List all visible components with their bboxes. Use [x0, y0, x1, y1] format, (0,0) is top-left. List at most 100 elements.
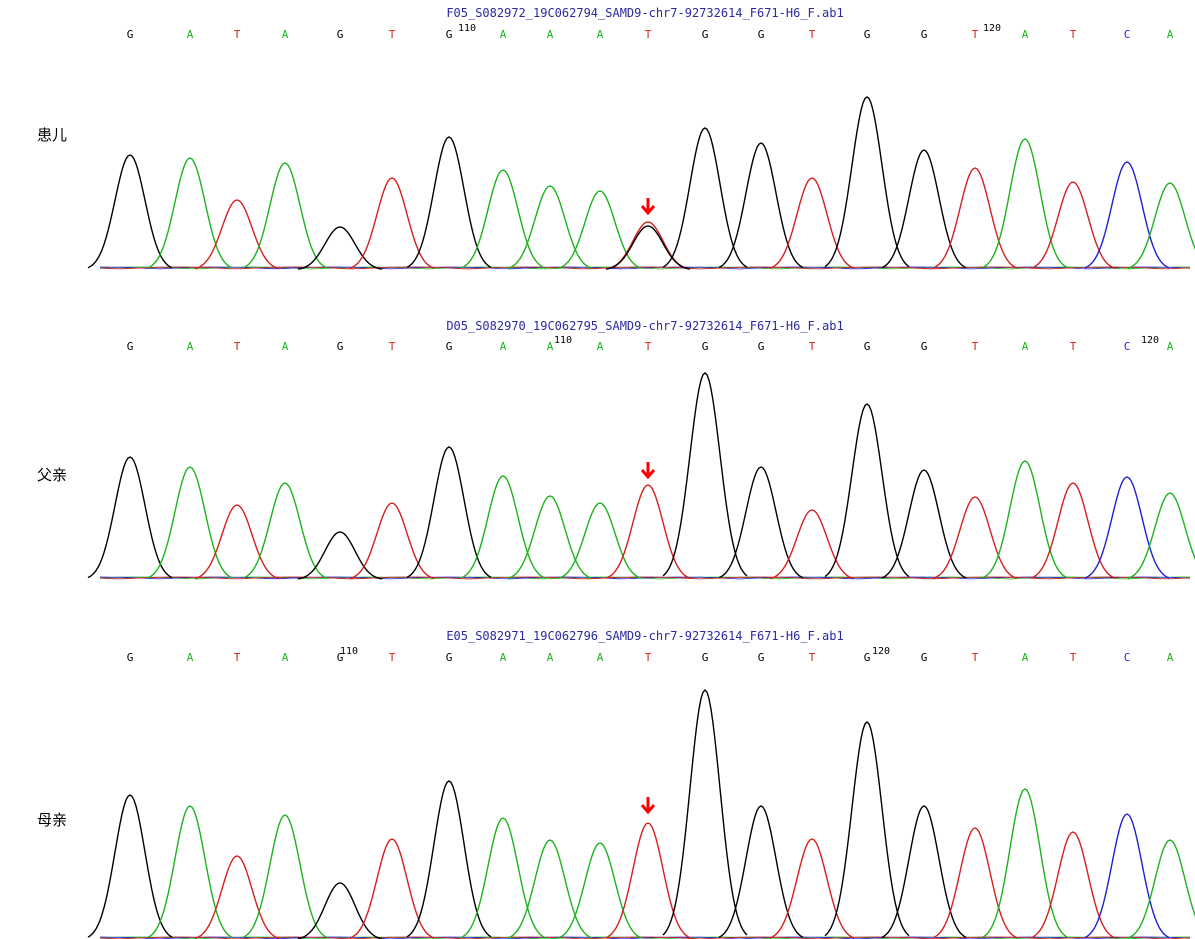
position-marker: 120	[1141, 335, 1159, 346]
trace-peak	[1085, 477, 1169, 578]
trace-peak	[88, 155, 172, 268]
trace-peak	[148, 158, 232, 268]
trace-peak	[148, 806, 232, 937]
base-call: A	[500, 340, 507, 353]
base-call: T	[389, 651, 396, 664]
base-call: A	[1022, 651, 1029, 664]
trace-peak	[88, 457, 172, 578]
trace-peak	[508, 840, 592, 938]
trace-peak	[825, 404, 909, 577]
base-call: A	[1022, 28, 1029, 41]
trace-peak	[770, 510, 854, 579]
base-call: T	[972, 651, 979, 664]
trace-peak	[983, 461, 1067, 578]
trace-peak	[719, 143, 803, 268]
base-call: G	[127, 340, 134, 353]
trace-peak	[407, 781, 491, 937]
base-call: T	[645, 651, 652, 664]
trace-peak	[663, 690, 747, 935]
position-marker: 120	[983, 23, 1001, 34]
base-call: G	[446, 340, 453, 353]
base-call: T	[234, 340, 241, 353]
trace-peak	[461, 818, 545, 938]
trace-peak	[1085, 162, 1169, 268]
trace-peak	[1128, 183, 1195, 268]
base-call: C	[1124, 651, 1131, 664]
base-call: T	[809, 651, 816, 664]
base-call: G	[446, 28, 453, 41]
position-marker: 110	[554, 335, 572, 346]
trace-peak	[298, 227, 382, 269]
base-call: A	[282, 28, 289, 41]
base-call: A	[597, 651, 604, 664]
base-call: T	[972, 28, 979, 41]
position-marker: 110	[458, 23, 476, 34]
base-call: A	[1022, 340, 1029, 353]
trace-peak	[882, 150, 966, 268]
base-call: T	[389, 340, 396, 353]
chromatogram-panel: 母亲 E05_S082971_19C062796_SAMD9-chr7-92732…	[37, 629, 1195, 939]
trace-peak	[508, 496, 592, 578]
base-call: C	[1124, 340, 1131, 353]
base-call: G	[446, 651, 453, 664]
trace-peak	[195, 856, 279, 938]
trace-peak	[719, 806, 803, 937]
base-call: G	[337, 28, 344, 41]
mutation-arrow	[642, 198, 654, 213]
base-call: C	[1124, 28, 1131, 41]
mutation-arrow	[642, 797, 654, 812]
base-call: A	[547, 340, 554, 353]
position-marker: 120	[872, 646, 890, 657]
file-name: D05_S082970_19C062795_SAMD9-chr7-9273261…	[446, 319, 843, 333]
base-call: G	[702, 340, 709, 353]
trace-peak	[407, 137, 491, 267]
trace-peak	[606, 823, 690, 938]
trace-peak	[933, 497, 1017, 578]
trace-peak	[461, 170, 545, 268]
base-call: A	[187, 340, 194, 353]
base-call: G	[127, 28, 134, 41]
base-call: G	[864, 28, 871, 41]
base-call: A	[282, 651, 289, 664]
trace-peak	[882, 470, 966, 578]
base-call: A	[282, 340, 289, 353]
chromatogram-panel: 患儿F05_S082972_19C062794_SAMD9-chr7-92732…	[37, 6, 1195, 269]
trace-peak	[558, 191, 642, 268]
base-call: A	[547, 651, 554, 664]
trace-peak	[663, 373, 747, 576]
base-call: T	[645, 340, 652, 353]
trace-peak	[508, 186, 592, 268]
base-call: G	[127, 651, 134, 664]
base-call: T	[389, 28, 396, 41]
trace-peak	[1031, 483, 1115, 578]
trace-peak	[558, 503, 642, 579]
trace-peak	[195, 505, 279, 579]
base-call: G	[921, 651, 928, 664]
base-call: T	[809, 340, 816, 353]
trace-peak	[983, 789, 1067, 937]
base-call: A	[187, 651, 194, 664]
base-call: A	[1167, 28, 1174, 41]
base-call: T	[234, 651, 241, 664]
base-call: G	[702, 651, 709, 664]
trace-peak	[825, 97, 909, 267]
trace-peak	[350, 839, 434, 938]
base-call: T	[234, 28, 241, 41]
trace-peak	[1031, 832, 1115, 938]
base-call: G	[864, 651, 871, 664]
base-call: A	[547, 28, 554, 41]
position-marker: 110	[340, 646, 358, 657]
trace-peak	[243, 815, 327, 938]
base-call: G	[702, 28, 709, 41]
trace-peak	[88, 795, 172, 937]
base-call: G	[864, 340, 871, 353]
chromatogram-panel: 父亲D05_S082970_19C062795_SAMD9-chr7-92732…	[37, 319, 1195, 579]
file-name: E05_S082971_19C062796_SAMD9-chr7-9273261…	[446, 629, 843, 643]
sample-label: 母亲	[37, 811, 67, 829]
trace-peak	[243, 483, 327, 578]
trace-peak	[350, 503, 434, 579]
base-call: G	[758, 651, 765, 664]
base-call: A	[597, 28, 604, 41]
trace-peak	[1031, 182, 1115, 268]
trace-peak	[1128, 493, 1195, 578]
